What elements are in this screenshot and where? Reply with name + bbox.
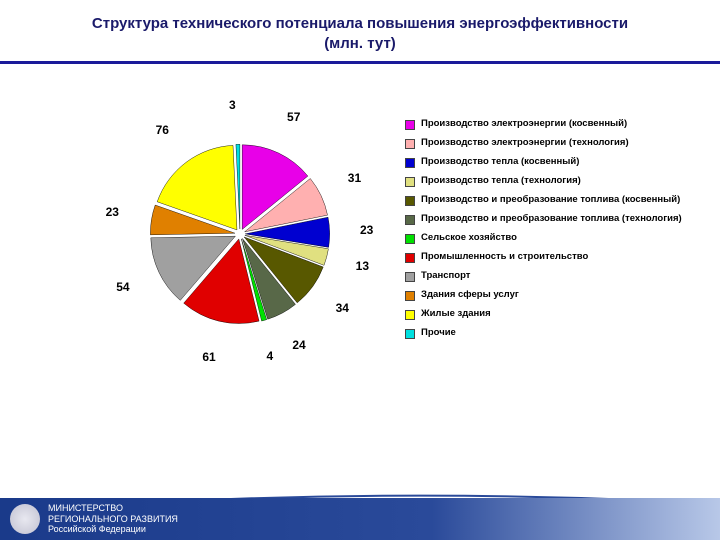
legend-swatch <box>405 158 415 168</box>
legend-swatch <box>405 177 415 187</box>
slice-value-label: 61 <box>202 350 215 364</box>
legend-item: Производство электроэнергии (косвенный) <box>405 119 705 130</box>
legend-label: Здания сферы услуг <box>421 290 519 301</box>
slice-value-label: 54 <box>116 280 129 294</box>
legend-item: Производство и преобразование топлива (к… <box>405 195 705 206</box>
footer-line-3: Российской Федерации <box>48 524 178 535</box>
slice-value-label: 24 <box>292 338 305 352</box>
legend-swatch <box>405 253 415 263</box>
slice-value-label: 76 <box>156 123 169 137</box>
slice-value-label: 4 <box>266 349 273 363</box>
legend-label: Производство и преобразование топлива (т… <box>421 214 682 225</box>
legend-item: Транспорт <box>405 271 705 282</box>
slice-value-label: 31 <box>348 171 361 185</box>
legend-item: Прочие <box>405 328 705 339</box>
legend-swatch <box>405 329 415 339</box>
slice-value-label: 23 <box>106 205 119 219</box>
slice-value-label: 23 <box>360 223 373 237</box>
title-line-1: Структура технического потенциала повыше… <box>0 14 720 34</box>
legend-swatch <box>405 120 415 130</box>
emblem-icon <box>10 504 40 534</box>
legend-swatch <box>405 291 415 301</box>
legend-label: Сельское хозяйство <box>421 233 517 244</box>
legend-swatch <box>405 139 415 149</box>
title-line-2: (млн. тут) <box>0 34 720 54</box>
slice-value-label: 13 <box>356 259 369 273</box>
legend-item: Промышленность и строительство <box>405 252 705 263</box>
legend-item: Производство электроэнергии (технология) <box>405 138 705 149</box>
legend-item: Здания сферы услуг <box>405 290 705 301</box>
page-title: Структура технического потенциала повыше… <box>0 0 720 55</box>
footer-bar: МИНИСТЕРСТВО РЕГИОНАЛЬНОГО РАЗВИТИЯ Росс… <box>0 498 720 540</box>
legend-swatch <box>405 234 415 244</box>
legend-item: Производство и преобразование топлива (т… <box>405 214 705 225</box>
legend-swatch <box>405 196 415 206</box>
footer-text: МИНИСТЕРСТВО РЕГИОНАЛЬНОГО РАЗВИТИЯ Росс… <box>48 503 178 535</box>
legend-label: Транспорт <box>421 271 470 282</box>
legend-label: Производство тепла (косвенный) <box>421 157 579 168</box>
chart-area: 57 31 23 13 34 24 4 61 54 23 76 3 Производство элек… <box>0 64 720 464</box>
footer-line-1: МИНИСТЕРСТВО <box>48 503 178 514</box>
legend-label: Жилые здания <box>421 309 491 320</box>
slice-value-label: 57 <box>287 110 300 124</box>
legend-label: Производство тепла (технология) <box>421 176 581 187</box>
legend-label: Производство и преобразование топлива (к… <box>421 195 680 206</box>
legend-label: Прочие <box>421 328 456 339</box>
legend-swatch <box>405 310 415 320</box>
slice-value-label: 3 <box>229 98 236 112</box>
footer-line-2: РЕГИОНАЛЬНОГО РАЗВИТИЯ <box>48 514 178 525</box>
slice-value-label: 34 <box>336 301 349 315</box>
legend-label: Производство электроэнергии (косвенный) <box>421 119 627 130</box>
legend: Производство электроэнергии (косвенный) П… <box>405 119 705 347</box>
legend-item: Сельское хозяйство <box>405 233 705 244</box>
legend-item: Производство тепла (косвенный) <box>405 157 705 168</box>
legend-label: Промышленность и строительство <box>421 252 588 263</box>
legend-item: Производство тепла (технология) <box>405 176 705 187</box>
legend-item: Жилые здания <box>405 309 705 320</box>
legend-label: Производство электроэнергии (технология) <box>421 138 629 149</box>
legend-swatch <box>405 215 415 225</box>
legend-swatch <box>405 272 415 282</box>
pie-chart <box>130 124 350 344</box>
